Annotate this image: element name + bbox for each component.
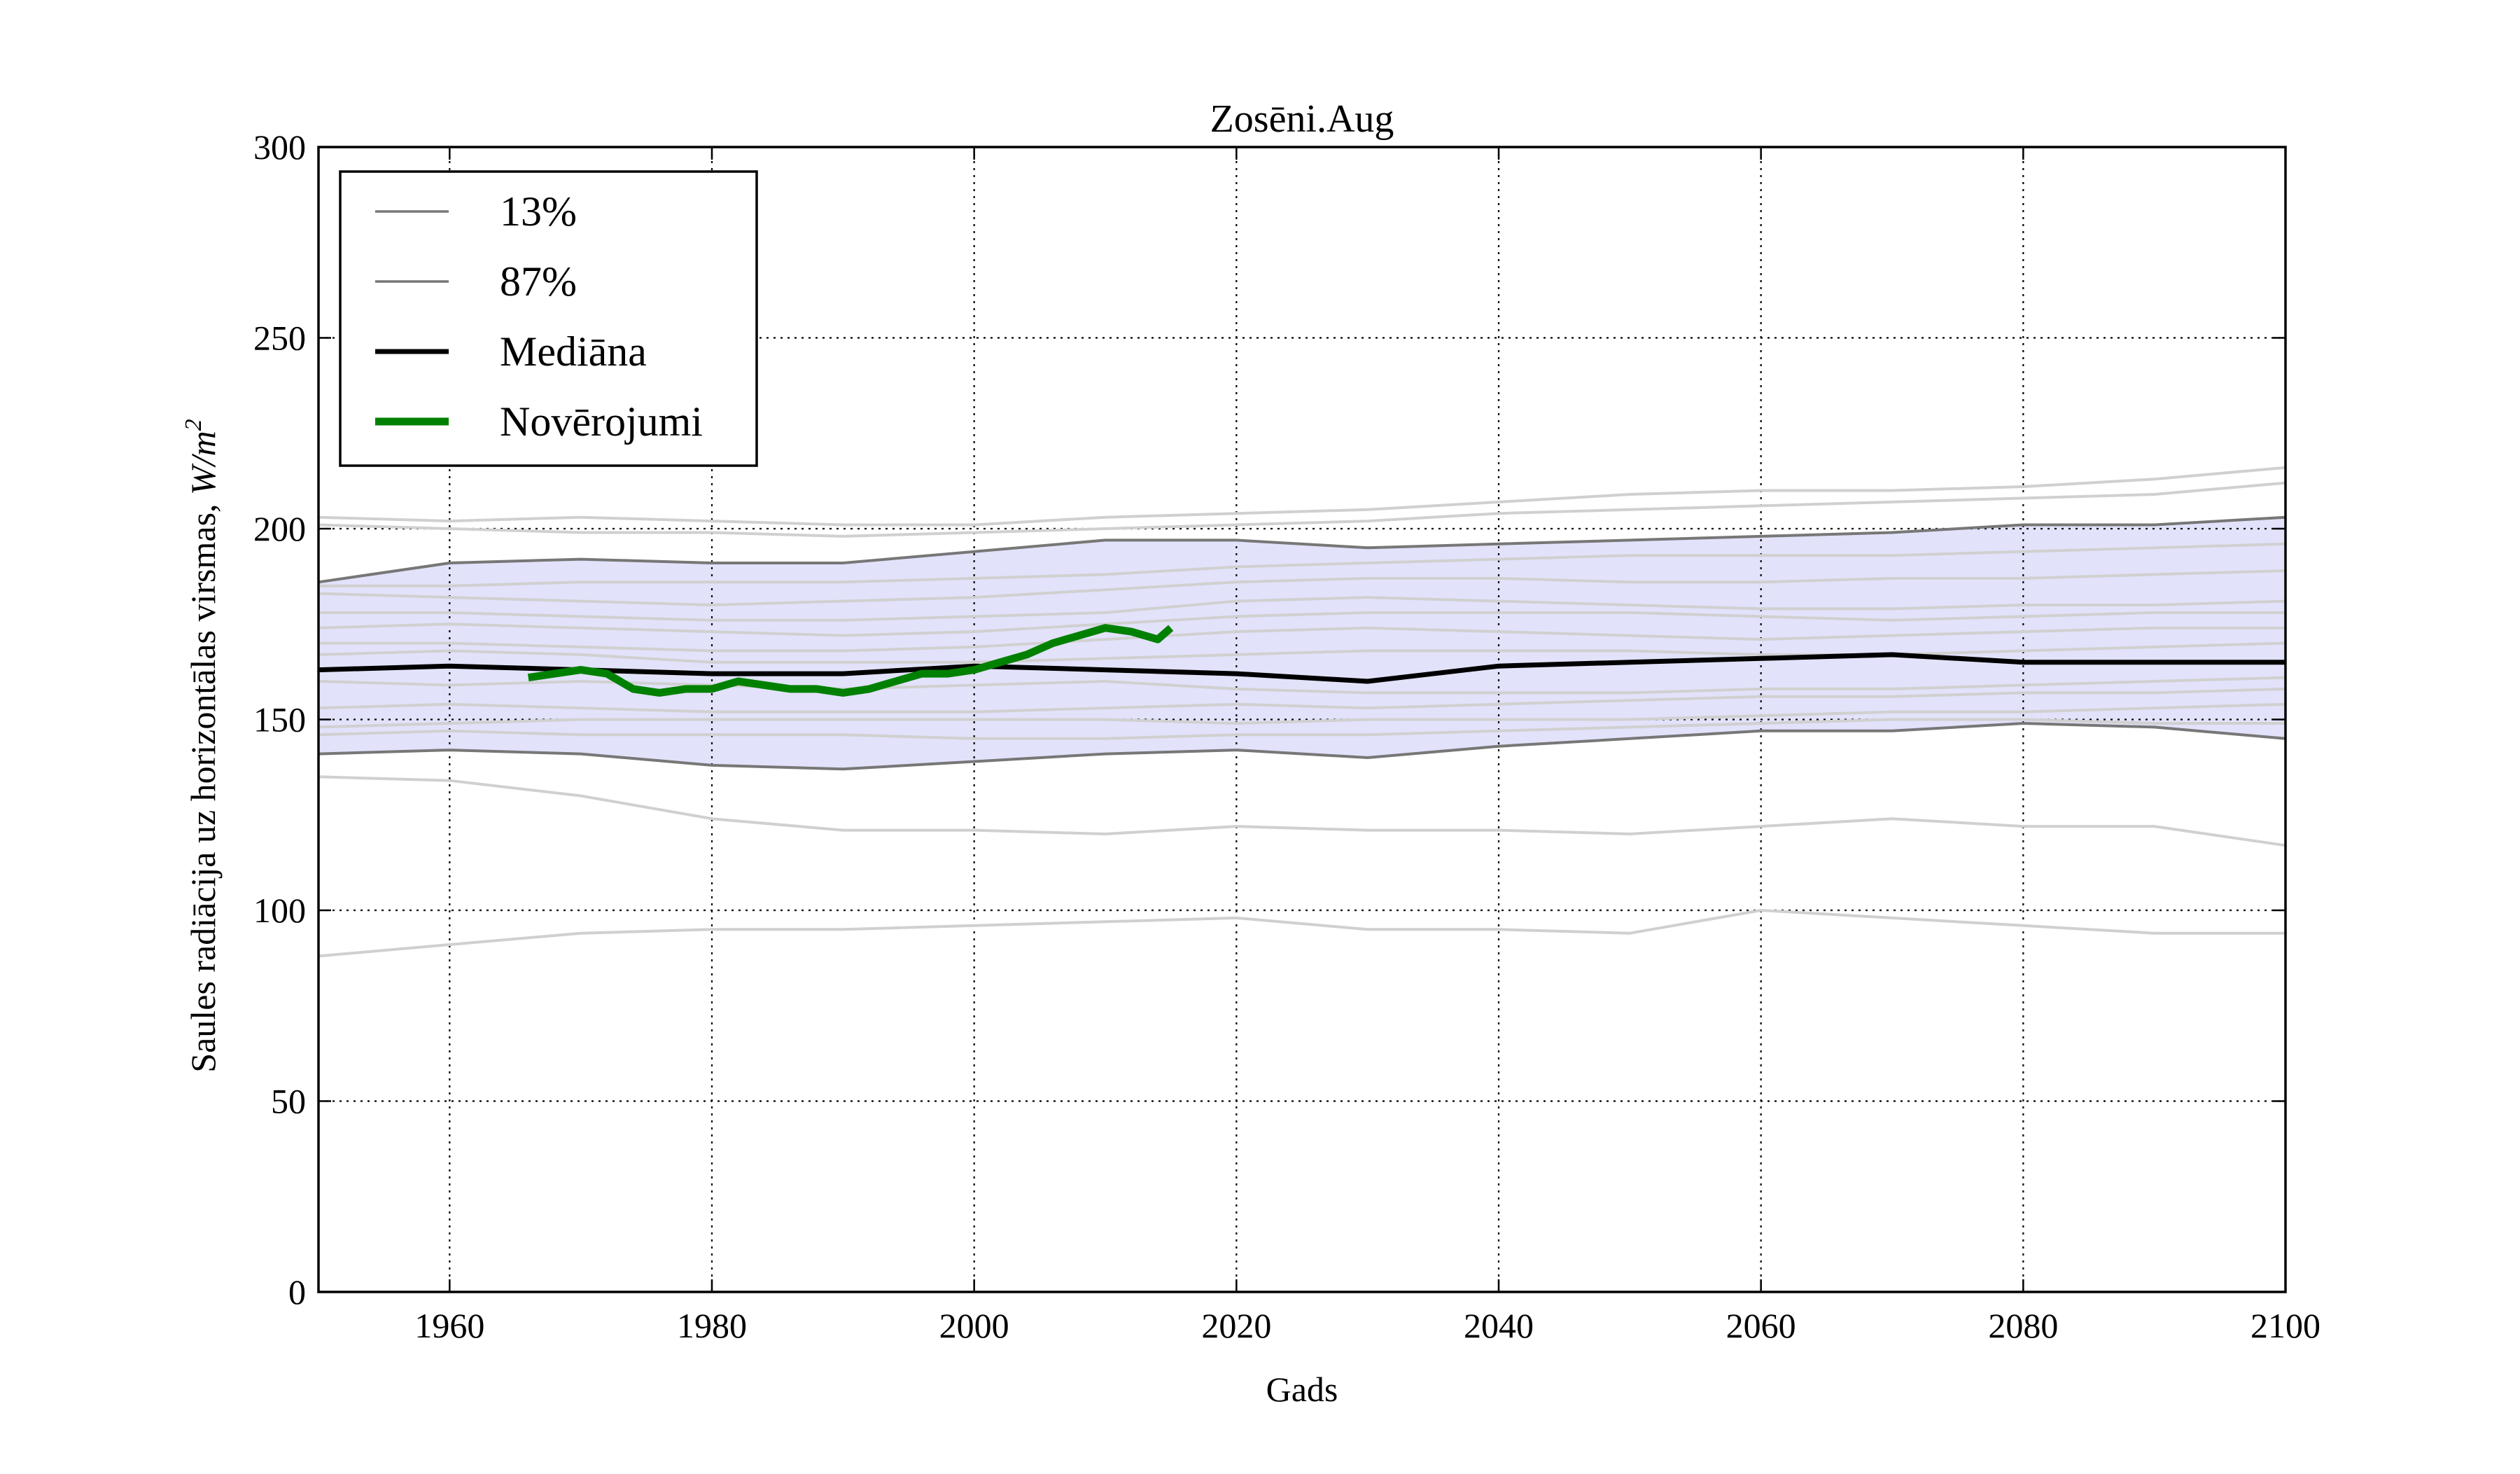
ensemble-member-line [318, 775, 2286, 847]
percentile-band [318, 517, 2286, 770]
x-tick-label: 1960 [414, 1306, 484, 1345]
ensemble-member-line [318, 702, 2286, 729]
ensemble-member-line [318, 687, 2286, 714]
y-tick-label: 250 [253, 319, 306, 358]
ensemble-member-line [318, 542, 2286, 587]
x-axis-label: Gads [1266, 1370, 1338, 1409]
x-tick-label: 2080 [1988, 1306, 2058, 1345]
series-line-87-percent [318, 515, 2286, 584]
y-axis-label: Saules radiācija uz horizontālas virsmas… [181, 419, 223, 1072]
series-line-13-percent [318, 722, 2286, 771]
ensemble-member-line [318, 481, 2286, 538]
ensemble-member-line [318, 718, 2286, 740]
y-tick-label: 100 [253, 891, 306, 930]
y-tick-label: 200 [253, 509, 306, 548]
legend: 13% 87% Mediāna Novērojumi [339, 170, 758, 467]
x-tick-label: 2040 [1464, 1306, 1534, 1345]
y-axis-label-unit: W/m [183, 431, 223, 495]
ensemble-member-line [318, 466, 2286, 527]
y-tick-label: 50 [271, 1082, 306, 1121]
x-tick-label: 2020 [1201, 1306, 1271, 1345]
x-tick-label: 2060 [1726, 1306, 1796, 1345]
y-axis-label-unit-sup: 2 [181, 419, 206, 431]
x-tick-label: 2100 [2250, 1306, 2320, 1345]
ensemble-member-line [318, 596, 2286, 622]
ensemble-member-line [318, 909, 2286, 958]
x-tick-label: 2000 [939, 1306, 1009, 1345]
ensemble-member-line [318, 626, 2286, 653]
ensemble-member-line [318, 611, 2286, 637]
y-tick-label: 300 [253, 127, 306, 167]
series-line-observations [527, 624, 1174, 697]
chart-title: Zosēni.Aug [1210, 97, 1394, 141]
y-tick-label: 150 [253, 700, 306, 739]
y-tick-label: 0 [288, 1272, 306, 1312]
y-axis-label-text: Saules radiācija uz horizontālas virsmas… [183, 495, 223, 1073]
x-tick-label: 1980 [677, 1306, 747, 1345]
legend-label: Novērojumi [500, 398, 703, 445]
series-line-median [318, 652, 2286, 684]
ensemble-member-line [318, 641, 2286, 664]
legend-box [339, 170, 758, 467]
plot-area: 1960 1980 2000 2020 2040 2060 2080 2100 0 50 100 15… [253, 127, 2320, 1345]
legend-label: 13% [500, 188, 577, 235]
ensemble-member-line [318, 676, 2286, 695]
ensemble-member-line [318, 569, 2286, 606]
legend-label: 87% [500, 258, 577, 305]
legend-label: Mediāna [500, 328, 647, 375]
